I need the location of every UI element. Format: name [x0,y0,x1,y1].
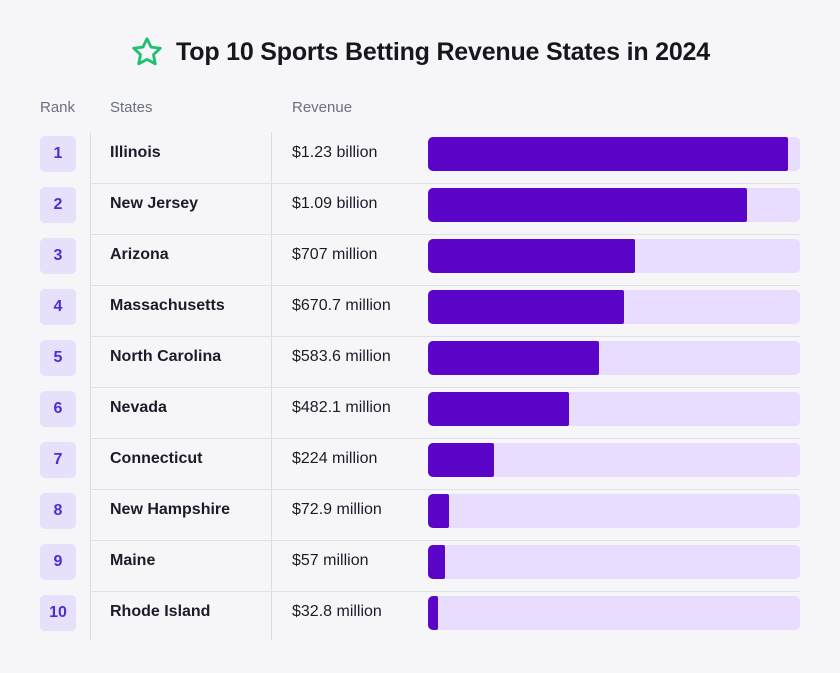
rank-column-header: Rank [40,99,76,116]
revenue-label: $707 million [292,246,378,263]
revenue-bar [428,443,494,477]
bar-track [428,239,800,273]
bar-track [428,392,800,426]
row-divider [90,387,800,388]
row-divider [90,540,800,541]
table-row: 1 Illinois $1.23 billion [0,133,840,184]
revenue-label: $670.7 million [292,297,391,314]
row-divider [90,234,800,235]
table-row: 8 New Hampshire $72.9 million [0,490,840,541]
state-name: Maine [110,552,156,569]
rank-badge: 6 [40,391,76,427]
table-row: 7 Connecticut $224 million [0,439,840,490]
state-name: Arizona [110,246,169,263]
rank-badge: 7 [40,442,76,478]
rank-badge: 3 [40,238,76,274]
column-divider-revenue [271,132,272,640]
revenue-bar [428,239,635,273]
state-name: Rhode Island [110,603,211,620]
table-row: 3 Arizona $707 million [0,235,840,286]
state-name: Illinois [110,144,161,161]
rank-badge: 10 [40,595,76,631]
bar-track [428,137,800,171]
revenue-label: $224 million [292,450,378,467]
revenue-label: $583.6 million [292,348,391,365]
table-row: 5 North Carolina $583.6 million [0,337,840,388]
chart-header: Top 10 Sports Betting Revenue States in … [0,32,840,72]
rank-badge: 9 [40,544,76,580]
row-divider [90,489,800,490]
bar-track [428,188,800,222]
state-name: Connecticut [110,450,203,467]
star-icon [132,37,162,66]
revenue-bar [428,341,599,375]
revenue-bar [428,137,788,171]
table-row: 9 Maine $57 million [0,541,840,592]
rank-badge: 8 [40,493,76,529]
table-row: 10 Rhode Island $32.8 million [0,592,840,643]
revenue-bar [428,392,569,426]
bar-track [428,545,800,579]
row-divider [90,285,800,286]
row-divider [90,183,800,184]
table-row: 6 Nevada $482.1 million [0,388,840,439]
rank-badge: 4 [40,289,76,325]
revenue-bar [428,290,624,324]
revenue-label: $57 million [292,552,369,569]
bar-track [428,290,800,324]
chart-title: Top 10 Sports Betting Revenue States in … [176,37,710,66]
table-row: 4 Massachusetts $670.7 million [0,286,840,337]
row-divider [90,336,800,337]
state-name: Massachusetts [110,297,225,314]
revenue-bar [428,188,747,222]
revenue-label: $1.09 billion [292,195,378,212]
row-divider [90,591,800,592]
revenue-bar [428,596,438,630]
row-divider [90,438,800,439]
revenue-bar [428,494,449,528]
rank-badge: 2 [40,187,76,223]
state-name: New Jersey [110,195,199,212]
column-divider-rank [90,132,91,640]
bar-track [428,443,800,477]
table-row: 2 New Jersey $1.09 billion [0,184,840,235]
revenue-label: $1.23 billion [292,144,378,161]
revenue-label: $482.1 million [292,399,391,416]
states-column-header: States [110,99,153,116]
revenue-label: $72.9 million [292,501,382,518]
state-name: North Carolina [110,348,222,365]
bar-track [428,341,800,375]
revenue-label: $32.8 million [292,603,382,620]
rank-badge: 5 [40,340,76,376]
state-name: New Hampshire [110,501,231,518]
bar-track [428,494,800,528]
state-name: Nevada [110,399,167,416]
revenue-column-header: Revenue [292,99,353,116]
bar-track [428,596,800,630]
rank-badge: 1 [40,136,76,172]
revenue-bar [428,545,445,579]
